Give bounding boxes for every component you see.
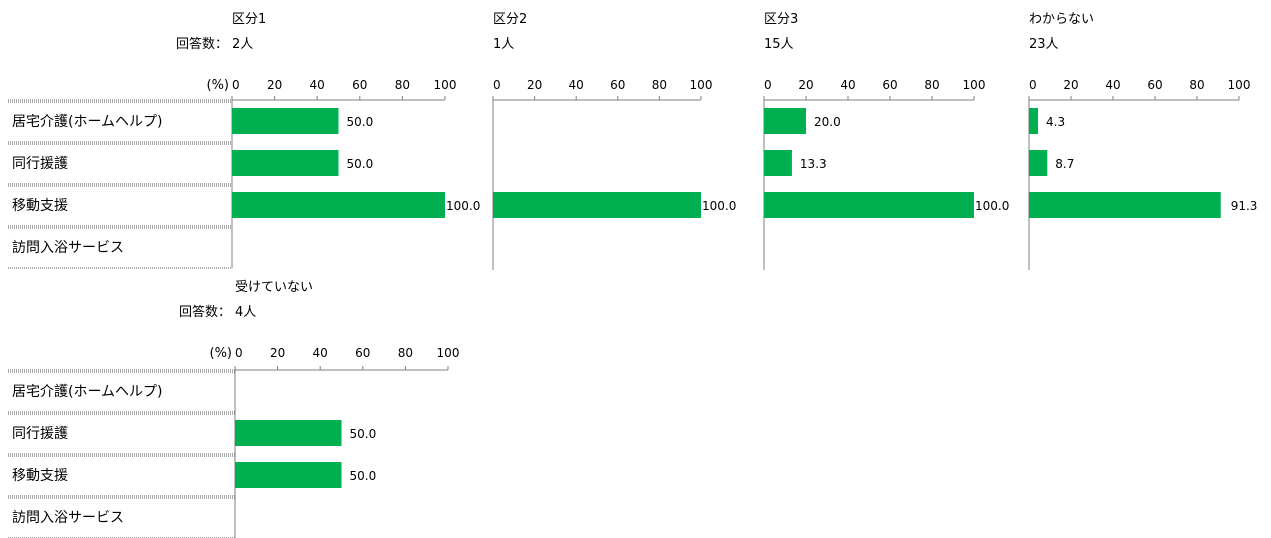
category-label: 居宅介護(ホームヘルプ) [12,384,163,400]
category-label: 移動支援 [12,198,68,214]
x-tick-label: 0 [764,78,772,92]
x-tick-label: 60 [610,78,625,92]
data-label: 20.0 [814,115,841,129]
category-label: 同行援護 [12,156,68,172]
x-tick-label: 60 [352,78,367,92]
bar [764,108,806,134]
bar [232,150,339,176]
panel-title: 受けていない [235,280,313,295]
data-label: 50.0 [350,427,377,441]
bar [232,108,339,134]
x-tick-label: 20 [267,78,282,92]
chart-panel-4: わからない 23人 0 20 40 60 80 100 4.3 8.7 91.3 [1028,12,1258,270]
respondent-count: 15人 [764,37,794,52]
x-tick-label: 20 [527,78,542,92]
unit-label: (%) [210,346,233,361]
x-tick-label: 40 [310,78,325,92]
x-tick-label: 60 [882,78,897,92]
bar [1029,108,1039,134]
x-tick-label: 80 [395,78,410,92]
x-tick-label: 0 [232,78,240,92]
data-label: 100.0 [446,199,480,213]
category-label: 居宅介護(ホームヘルプ) [12,114,163,130]
category-label: 訪問入浴サービス [12,510,124,526]
respondent-count: 2人 [232,37,253,52]
panel-title: 区分2 [493,12,527,27]
respondents-label: 回答数： [179,304,231,320]
respondent-count: 1人 [493,37,514,52]
x-tick-label: 20 [798,78,813,92]
respondents-label: 回答数： [176,36,228,52]
chart-panel-3: 区分3 15人 0 20 40 60 80 100 20.0 13.3 100.0 [763,12,1009,270]
bar [232,192,445,218]
x-tick-label: 40 [840,78,855,92]
panel-title: わからない [1029,12,1094,27]
x-tick-label: 40 [1105,78,1120,92]
x-tick-label: 100 [434,78,457,92]
respondent-count: 23人 [1029,37,1059,52]
bar [764,192,974,218]
category-label: 訪問入浴サービス [12,240,124,256]
bar [235,462,342,488]
data-label: 100.0 [975,199,1009,213]
unit-label: (%) [207,78,230,93]
x-tick-label: 100 [437,346,460,360]
x-tick-label: 100 [1228,78,1251,92]
x-tick-label: 40 [313,346,328,360]
data-label: 4.3 [1046,115,1065,129]
panel-title: 区分1 [232,12,266,27]
panel-title: 区分3 [764,12,798,27]
category-label: 同行援護 [12,426,68,442]
bar [493,192,701,218]
data-label: 100.0 [702,199,736,213]
x-tick-label: 0 [235,346,243,360]
category-label: 移動支援 [12,468,68,484]
bar [764,150,792,176]
bar [1029,192,1221,218]
x-tick-label: 60 [1147,78,1162,92]
data-label: 50.0 [347,115,374,129]
x-tick-label: 100 [963,78,986,92]
bar [235,420,342,446]
data-label: 50.0 [350,469,377,483]
data-label: 8.7 [1055,157,1074,171]
x-tick-label: 20 [270,346,285,360]
x-tick-label: 80 [924,78,939,92]
data-label: 13.3 [800,157,827,171]
x-tick-label: 100 [690,78,713,92]
x-tick-label: 80 [1189,78,1204,92]
respondent-count: 4人 [235,305,256,320]
x-tick-label: 0 [493,78,501,92]
data-label: 50.0 [347,157,374,171]
bar [1029,150,1048,176]
x-tick-label: 20 [1063,78,1078,92]
x-tick-label: 80 [398,346,413,360]
x-tick-label: 80 [652,78,667,92]
x-tick-label: 40 [569,78,584,92]
chart-panel-2: 区分2 1人 0 20 40 60 80 100 100.0 [492,12,736,270]
x-tick-label: 0 [1029,78,1037,92]
data-label: 91.3 [1231,199,1258,213]
x-tick-label: 60 [355,346,370,360]
